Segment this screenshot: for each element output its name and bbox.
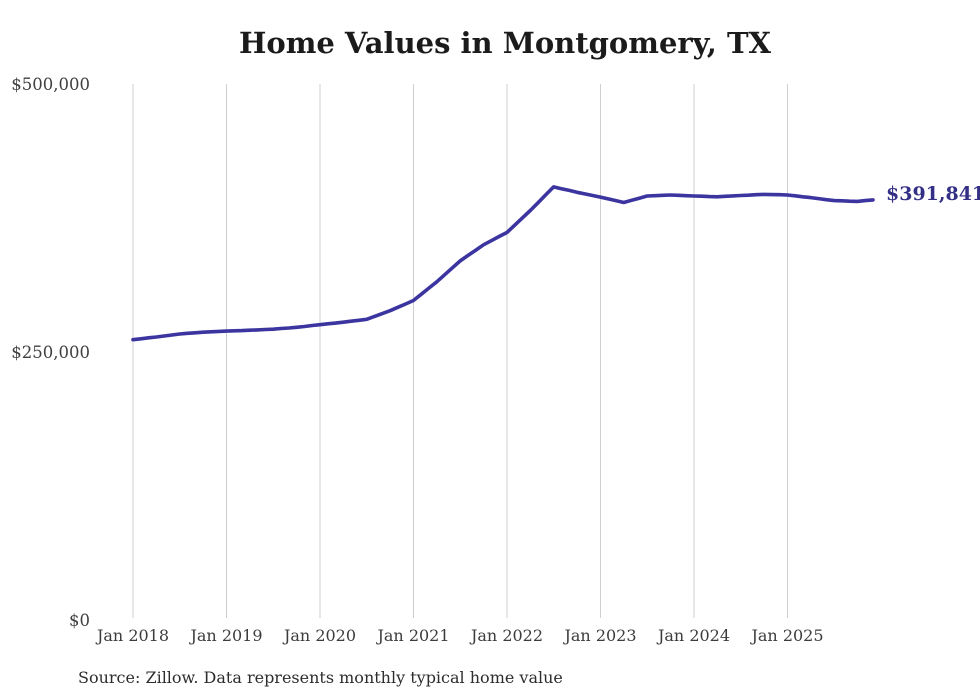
x-tick-label: Jan 2019 <box>188 626 262 645</box>
x-tick-label: Jan 2022 <box>469 626 543 645</box>
x-tick-label: Jan 2021 <box>375 626 449 645</box>
y-tick-label-250000: $250,000 <box>11 343 90 362</box>
x-tick-label: Jan 2025 <box>749 626 823 645</box>
x-tick-label: Jan 2020 <box>282 626 356 645</box>
latest-value-label: $391,841 <box>886 183 980 205</box>
y-tick-label-500000: $500,000 <box>11 75 90 94</box>
y-tick-label-0: $0 <box>69 611 90 630</box>
x-tick-label: Jan 2023 <box>562 626 636 645</box>
source-note: Source: Zillow. Data represents monthly … <box>78 668 563 687</box>
x-tick-label: Jan 2018 <box>95 626 169 645</box>
chart-title: Home Values in Montgomery, TX <box>239 26 772 60</box>
x-axis-labels: Jan 2018 Jan 2019 Jan 2020 Jan 2021 Jan 2022… <box>95 626 824 645</box>
x-tick-label: Jan 2024 <box>656 626 730 645</box>
home-value-series-line <box>131 185 875 342</box>
vertical-gridlines <box>132 84 788 618</box>
